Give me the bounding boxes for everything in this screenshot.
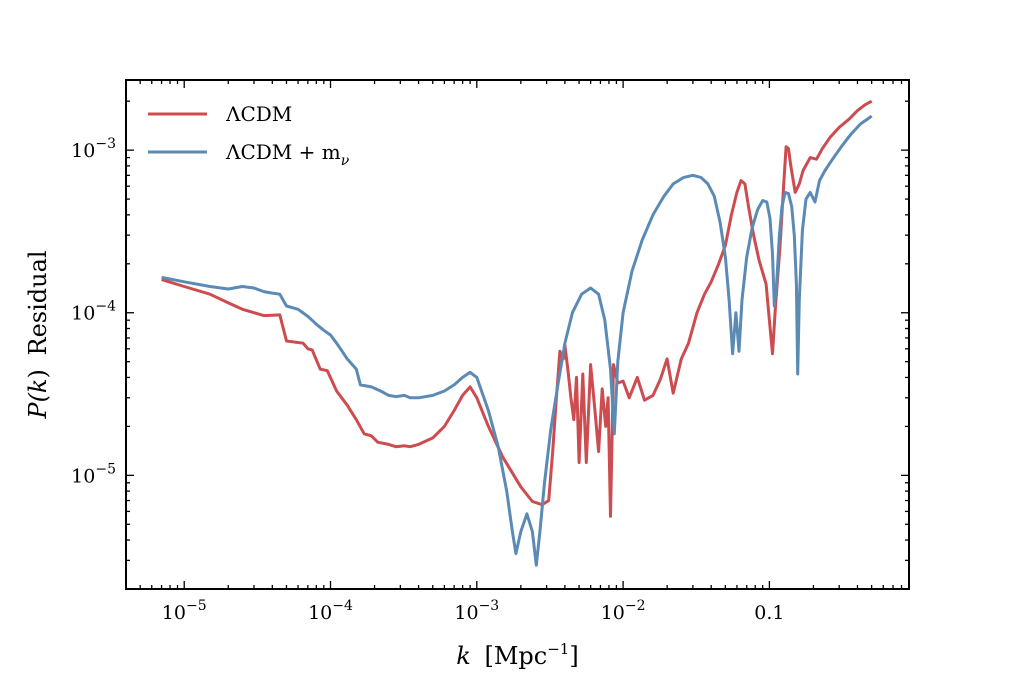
legend-label-lcdm-mnu: ΛCDM + mν <box>225 140 350 169</box>
series-line-lcdm-mnu <box>161 114 873 567</box>
y-tick-label: 10−4 <box>71 299 116 325</box>
x-tick-label: 10−2 <box>601 598 646 624</box>
x-tick-label: 10−3 <box>454 598 499 624</box>
x-tick-label: 0.1 <box>754 602 784 624</box>
plot-frame <box>125 79 910 590</box>
x-axis-title: k [Mpc−1] <box>456 640 578 670</box>
y-tick-labels: 10−5 10−4 10−3 <box>71 136 116 487</box>
series-lines <box>161 99 873 567</box>
x-tick-label: 10−4 <box>308 598 353 624</box>
y-tick-label: 10−3 <box>71 136 116 162</box>
legend: ΛCDM ΛCDM + mν <box>148 102 350 169</box>
x-tick-labels: 10−5 10−4 10−3 10−2 0.1 <box>162 598 785 624</box>
y-tick-label: 10−5 <box>71 461 116 487</box>
legend-label-lcdm: ΛCDM <box>225 102 292 126</box>
y-axis-title: P(k) Residual <box>24 250 52 419</box>
x-tick-label: 10−5 <box>162 598 207 624</box>
